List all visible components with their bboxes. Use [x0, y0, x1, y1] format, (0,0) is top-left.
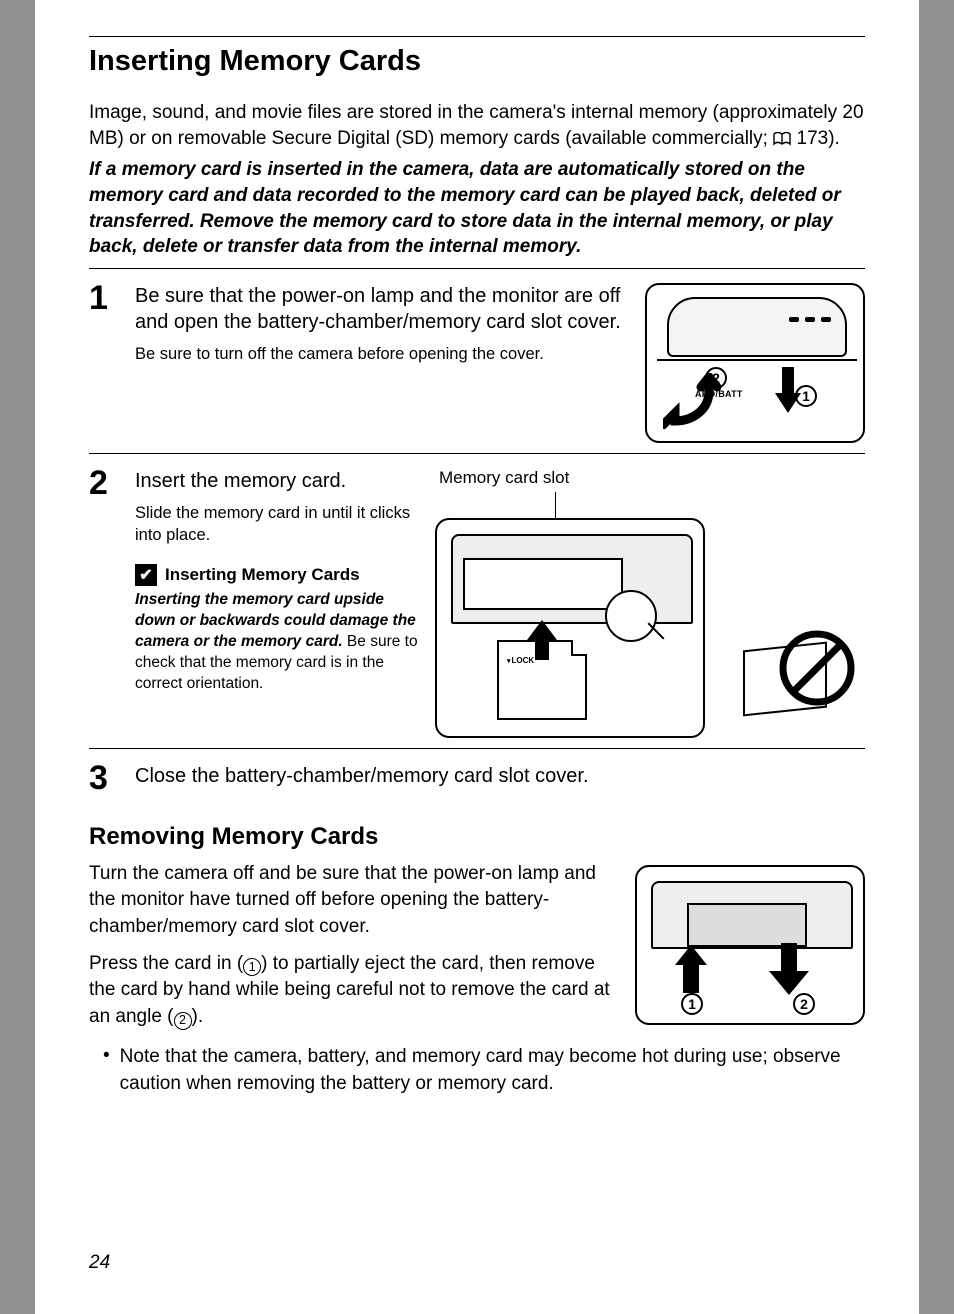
arrow-up-icon	[527, 620, 557, 665]
inline-circle-1: 1	[243, 958, 261, 976]
step-2-subtext: Slide the memory card in until it clicks…	[135, 502, 425, 547]
figure-remove-card: 1 2	[635, 865, 865, 1025]
step-1-figure-wrap: ARD/BATT 2 1	[645, 283, 865, 443]
step-1-heading: Be sure that the power-on lamp and the m…	[135, 283, 627, 335]
page-title: Inserting Memory Cards	[89, 45, 865, 78]
camera-body-outline	[667, 297, 847, 357]
memory-slot-caption: Memory card slot	[439, 468, 865, 488]
removing-section: Turn the camera off and be sure that the…	[89, 861, 865, 1041]
step-1-body: Be sure that the power-on lamp and the m…	[135, 283, 627, 443]
manual-page: Inserting Memory Cards Image, sound, and…	[35, 0, 919, 1314]
step-1-subtext: Be sure to turn off the camera before op…	[135, 343, 627, 365]
magnifier-icon	[605, 590, 657, 642]
step-3-body: Close the battery-chamber/memory card sl…	[135, 763, 865, 797]
book-ref-icon	[773, 128, 791, 154]
page-number: 24	[89, 1252, 110, 1274]
figure-wrong-orientation	[723, 628, 863, 738]
step-2: 2 Insert the memory card. Slide the memo…	[89, 454, 865, 748]
step-2-number: 2	[89, 468, 117, 738]
step-3-number: 3	[89, 763, 117, 797]
arrow-down-icon	[769, 943, 809, 1000]
removing-title: Removing Memory Cards	[89, 823, 865, 851]
top-rule	[89, 36, 865, 37]
arrow-down-icon	[775, 367, 801, 418]
prohibited-icon	[777, 628, 857, 708]
camera-button-icon	[821, 317, 831, 322]
note-heading-row: ✔ Inserting Memory Cards	[135, 564, 425, 586]
step-3: 3 Close the battery-chamber/memory card …	[89, 749, 865, 799]
removing-p2: Press the card in (1) to partially eject…	[89, 951, 615, 1031]
removing-p2a: Press the card in (	[89, 953, 243, 974]
bullet-icon: •	[89, 1044, 110, 1097]
sd-card-ejected-icon	[687, 903, 807, 947]
step-1-number: 1	[89, 283, 117, 443]
removing-p2c: ).	[192, 1006, 204, 1027]
intro-paragraph: Image, sound, and movie files are stored…	[89, 100, 865, 153]
bullet-text: Note that the camera, battery, and memor…	[120, 1044, 865, 1097]
check-icon: ✔	[135, 564, 157, 586]
camera-button-icon	[789, 317, 799, 322]
removing-p1: Turn the camera off and be sure that the…	[89, 861, 615, 941]
callout-circle-1: 1	[681, 993, 703, 1015]
step-1: 1 Be sure that the power-on lamp and the…	[89, 269, 865, 453]
arrow-up-icon	[675, 945, 707, 998]
step-2-figures: Memory card slot LOCK	[435, 468, 865, 738]
arrow-curve-icon	[663, 373, 723, 434]
slot-opening	[463, 558, 623, 610]
intro-text: Image, sound, and movie files are stored…	[89, 102, 864, 149]
note-heading: Inserting Memory Cards	[165, 565, 360, 585]
sd-notch	[571, 640, 587, 656]
caution-note: ✔ Inserting Memory Cards Inserting the m…	[135, 564, 425, 695]
caution-bullet: • Note that the camera, battery, and mem…	[89, 1044, 865, 1097]
inline-circle-2: 2	[174, 1012, 192, 1030]
callout-circle-2: 2	[793, 993, 815, 1015]
figure-open-cover: ARD/BATT 2 1	[645, 283, 865, 443]
step-2-heading: Insert the memory card.	[135, 468, 425, 494]
step-3-heading: Close the battery-chamber/memory card sl…	[135, 763, 865, 789]
intro-ref: 173).	[797, 128, 840, 149]
note-body: Inserting the memory card upside down or…	[135, 590, 425, 695]
callout-leader-line	[555, 492, 556, 520]
camera-button-icon	[805, 317, 815, 322]
removing-text: Turn the camera off and be sure that the…	[89, 861, 615, 1041]
figure-insert-card: LOCK	[435, 518, 705, 738]
step-2-body: Insert the memory card. Slide the memory…	[135, 468, 425, 738]
intro-bold: If a memory card is inserted in the came…	[89, 157, 865, 260]
